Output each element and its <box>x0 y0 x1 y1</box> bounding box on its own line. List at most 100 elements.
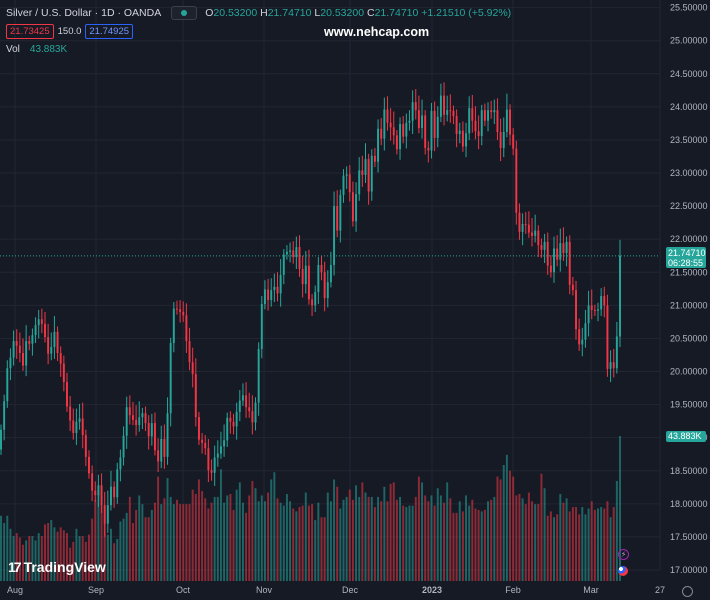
candle-body <box>606 305 609 369</box>
candle-body <box>44 323 46 338</box>
volume-bar <box>122 518 125 581</box>
candle-body <box>157 450 160 462</box>
volume-bar <box>100 504 103 581</box>
candle-body <box>553 248 555 273</box>
eye-toggle-button[interactable] <box>171 6 198 20</box>
volume-bar <box>543 488 546 581</box>
candle-body <box>194 374 197 418</box>
volume-bar <box>606 501 609 581</box>
volume-bar <box>383 486 386 581</box>
candle-body <box>153 423 156 451</box>
trade-buttons-row: 21.73425 150.0 21.74925 <box>6 24 134 39</box>
candle-body <box>518 212 521 232</box>
volume-bar <box>188 504 191 581</box>
candle-body <box>455 116 458 134</box>
candle-body <box>512 134 515 149</box>
volume-bar <box>131 523 134 581</box>
candle-body <box>12 341 15 358</box>
candle-body <box>317 264 320 293</box>
candle-body <box>40 319 43 324</box>
time-tick-label: Mar <box>583 585 599 595</box>
price-axis[interactable]: 25.50000 25.00000 24.50000 24.00000 23.50000… <box>670 3 708 575</box>
volume-bar <box>34 540 37 581</box>
us-flag-icon[interactable] <box>618 566 628 576</box>
candle-body <box>427 147 430 151</box>
candle-body <box>163 438 166 457</box>
candle-body <box>446 110 449 115</box>
volume-bar <box>15 533 18 581</box>
candle-body <box>408 120 411 123</box>
volume-bar <box>270 479 273 581</box>
volume-bar <box>263 501 266 581</box>
candle-body <box>219 446 222 454</box>
volume-label[interactable]: Vol <box>6 44 20 55</box>
volume-value: 43.883K <box>29 44 68 55</box>
volume-bar <box>339 508 342 581</box>
volume-bar <box>323 517 326 581</box>
volume-bar <box>562 502 565 581</box>
volume-bar <box>128 496 131 581</box>
candle-body <box>405 122 408 137</box>
volume-bar <box>455 512 458 581</box>
candle-body <box>329 264 332 283</box>
candle-body <box>546 241 549 266</box>
volume-bar <box>367 496 370 581</box>
volume-bar <box>232 509 235 581</box>
candle-body <box>339 194 342 231</box>
volume-bar <box>72 541 75 581</box>
candle-body <box>53 331 56 348</box>
volume-bar <box>78 536 81 581</box>
buy-button[interactable]: 21.74925 <box>85 24 134 39</box>
volume-bar <box>185 504 188 581</box>
candle-body <box>468 108 471 134</box>
candle-body <box>301 268 304 285</box>
candle-body <box>477 131 480 136</box>
candle-body <box>559 243 562 260</box>
volume-bar <box>18 537 21 581</box>
candle-body <box>367 159 370 192</box>
volume-bar <box>565 498 568 581</box>
candle-body <box>433 110 436 138</box>
volume-bar <box>417 476 420 581</box>
candle-body <box>34 325 37 336</box>
candle-body <box>336 206 339 231</box>
time-tick-label: Oct <box>176 585 191 595</box>
price-tick-label: 21.00000 <box>670 300 708 310</box>
volume-bar <box>66 533 68 581</box>
volume-bar <box>436 488 439 581</box>
volume-bar <box>282 505 285 581</box>
volume-bar <box>342 499 345 581</box>
symbol-title[interactable]: Silver / U.S. Dollar · 1D · OANDA <box>6 7 162 19</box>
settings-gear-icon[interactable] <box>682 586 693 597</box>
candle-body <box>282 254 285 275</box>
volume-bar <box>254 488 257 581</box>
price-tick-label: 24.50000 <box>670 69 708 79</box>
volume-bar <box>150 509 153 581</box>
volume-bar <box>399 496 402 581</box>
time-axis[interactable]: Aug Sep Oct Nov Dec 2023 Feb Mar 27 <box>7 585 665 595</box>
volume-bar <box>458 501 461 581</box>
volume-bar <box>103 523 106 581</box>
candle-body <box>197 417 200 440</box>
candle-body <box>389 122 392 128</box>
lightning-icon[interactable]: ⚡ <box>618 549 629 560</box>
candle-body <box>386 109 389 123</box>
price-tick-label: 22.50000 <box>670 201 708 211</box>
volume-bar <box>568 511 571 581</box>
sell-button[interactable]: 21.73425 <box>6 24 54 39</box>
candle-body <box>50 347 53 354</box>
volume-bar <box>518 494 521 581</box>
tradingview-logo[interactable]: 17 TradingView <box>8 559 106 575</box>
candle-body <box>323 272 326 299</box>
volume-bar <box>307 505 310 581</box>
volume-bar <box>408 505 411 581</box>
candle-body <box>84 435 87 457</box>
volume-bar <box>549 511 552 581</box>
volume-bar <box>273 472 276 581</box>
volume-bar <box>260 495 263 581</box>
volume-bar <box>421 482 424 581</box>
volume-bar <box>502 465 505 581</box>
volume-bar <box>600 507 603 581</box>
volume-bar <box>527 492 530 581</box>
